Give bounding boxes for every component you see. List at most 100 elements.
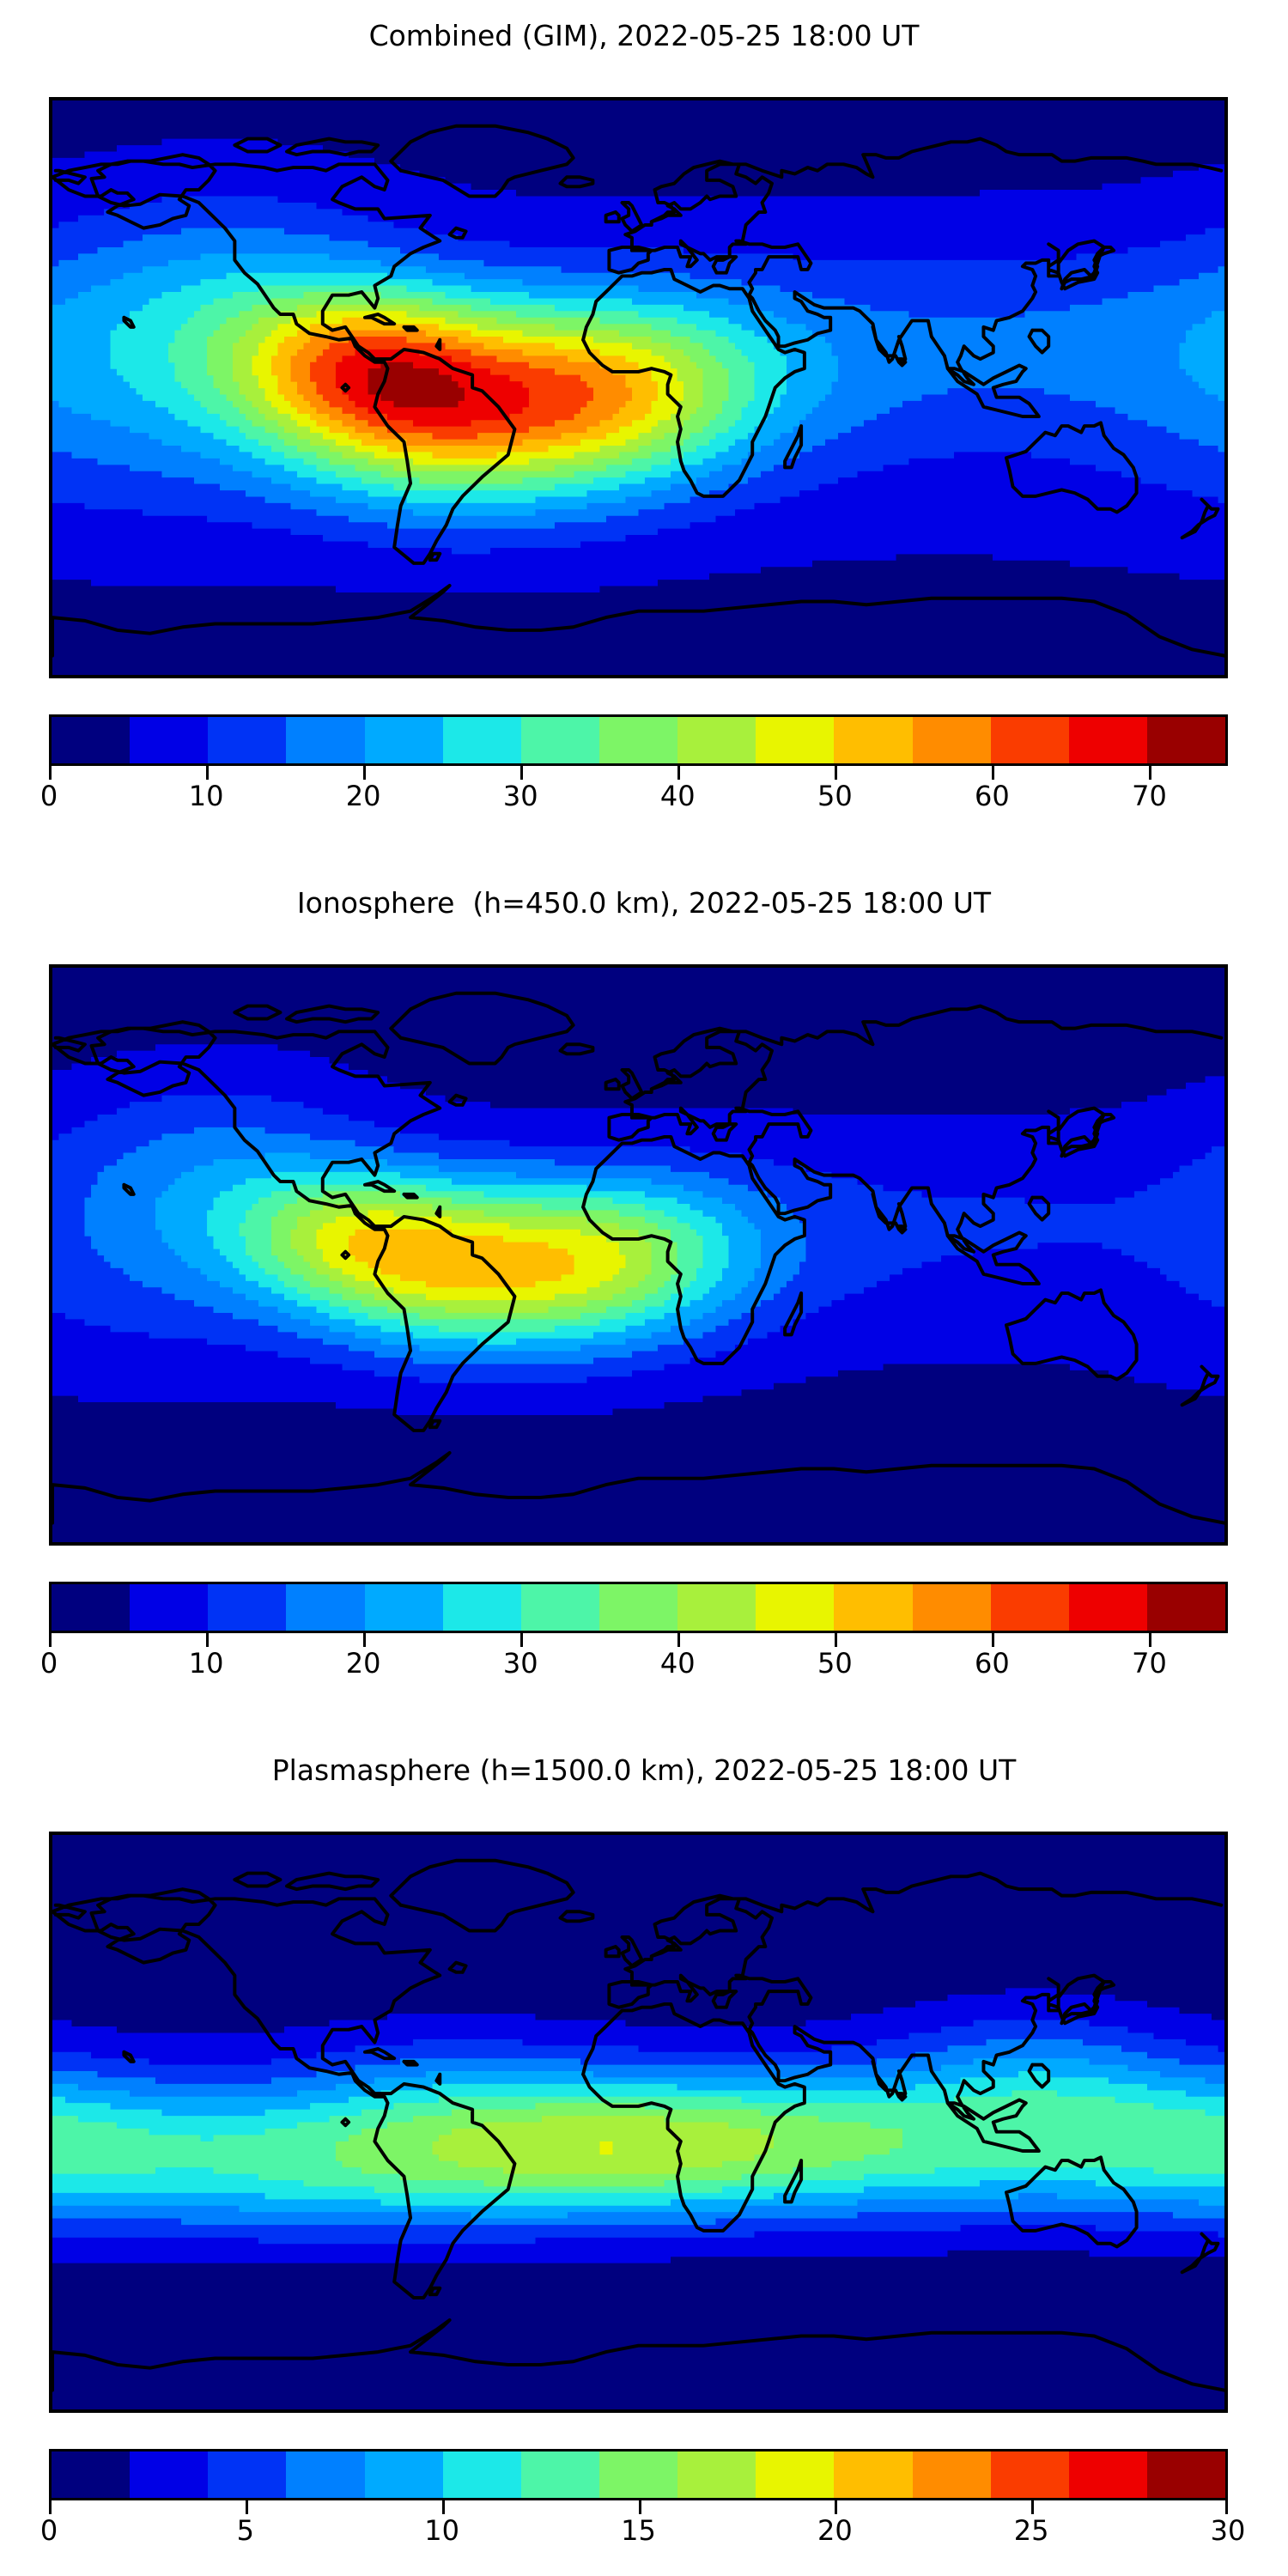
colorbar-swatch — [286, 717, 365, 763]
colorbar-swatch — [208, 1584, 287, 1631]
panel-title-plasmasphere: Plasmasphere (h=1500.0 km), 2022-05-25 1… — [271, 1753, 1017, 1787]
colorbar-ticks-plasmasphere — [49, 2500, 1228, 2514]
colorbar-swatch — [130, 717, 209, 763]
colorbar-tick — [520, 1633, 524, 1647]
colorbar-swatch — [1068, 1584, 1147, 1631]
colorbar-swatch — [286, 1584, 365, 1631]
colorbar-tick — [677, 1633, 681, 1647]
colorbar-tick-label: 0 — [39, 2514, 58, 2547]
panel-title-combined: Combined (GIM), 2022-05-25 18:00 UT — [368, 19, 920, 52]
colorbar-tick-label: 40 — [659, 780, 696, 812]
map-svg-plasmasphere — [52, 1835, 1224, 2409]
colorbar-swatch — [130, 2451, 209, 2498]
colorbar-tick — [1149, 1633, 1152, 1647]
coastline-path — [52, 1858, 1224, 2392]
colorbar-swatches-combined — [49, 714, 1228, 766]
colorbar-swatch — [834, 1584, 913, 1631]
colorbar-swatch — [1146, 1584, 1226, 1631]
colorbar-tick-label: 70 — [1132, 1647, 1167, 1680]
map-combined-gim — [49, 97, 1228, 678]
field-level-9 — [599, 2141, 613, 2155]
colorbar-tick — [677, 766, 681, 780]
colorbar-tick — [835, 2500, 838, 2514]
colorbar-labels-combined: 0 10 20 30 40 50 60 70 — [40, 780, 1228, 817]
colorbar-swatch — [442, 1584, 521, 1631]
panel-combined-gim: Combined (GIM), 2022-05-25 18:00 UT 0 10 2… — [0, 0, 1288, 867]
colorbar-tick-label: 60 — [975, 780, 1010, 812]
colorbar-swatch — [52, 2451, 131, 2498]
colorbar-tick — [206, 766, 210, 780]
colorbar-tick-label: 10 — [188, 780, 224, 812]
panel-plasmasphere: Plasmasphere (h=1500.0 km), 2022-05-25 1… — [0, 1735, 1288, 2576]
colorbar-swatch — [1068, 717, 1147, 763]
colorbar-swatch — [598, 1584, 678, 1631]
map-svg-ionosphere — [52, 968, 1224, 1542]
coastline-path — [52, 991, 1224, 1525]
field-level-14 — [368, 361, 465, 408]
colorbar-tick-label: 30 — [502, 1647, 538, 1680]
colorbar-swatch — [1146, 2451, 1226, 2498]
colorbar-tick — [206, 1633, 210, 1647]
colorbar-tick — [1149, 766, 1152, 780]
colorbar-swatch — [990, 2451, 1069, 2498]
map-plasmasphere — [49, 1832, 1228, 2413]
colorbar-swatch — [990, 717, 1069, 763]
colorbar-swatch — [520, 2451, 599, 2498]
colorbar-tick-label: 50 — [817, 1647, 853, 1680]
colorbar-tick-label: 20 — [345, 1647, 381, 1680]
colorbar-swatch — [677, 1584, 756, 1631]
colorbar-swatch — [756, 1584, 835, 1631]
colorbar-tick-label: 30 — [1210, 2514, 1246, 2547]
colorbar-swatch — [598, 717, 678, 763]
colorbar-tick — [49, 1633, 52, 1647]
colorbar-tick-label: 40 — [659, 1647, 696, 1680]
colorbar-tick — [835, 1633, 838, 1647]
colorbar-swatch — [208, 717, 287, 763]
colorbar-swatch — [364, 1584, 443, 1631]
colorbar-tick — [363, 766, 367, 780]
coastlines — [52, 124, 1224, 658]
colorbar-swatch — [208, 2451, 287, 2498]
colorbar-tick — [520, 766, 524, 780]
colorbar-tick-label: 25 — [1013, 2514, 1049, 2547]
colorbar-swatch — [442, 2451, 521, 2498]
colorbar-swatches-ionosphere — [49, 1582, 1228, 1633]
colorbar-tick-label: 50 — [817, 780, 853, 812]
colorbar-swatch — [990, 1584, 1069, 1631]
colorbar-tick — [49, 766, 52, 780]
colorbar-tick-label: 5 — [236, 2514, 255, 2547]
colorbar-combined: 0 10 20 30 40 50 60 70 — [40, 714, 1228, 817]
colorbar-tick — [638, 2500, 641, 2514]
colorbar-ticks-ionosphere — [49, 1633, 1228, 1647]
colorbar-swatch — [834, 717, 913, 763]
colorbar-labels-plasmasphere: 0 5 10 15 20 25 30 — [40, 2514, 1246, 2552]
colorbar-swatch — [286, 2451, 365, 2498]
colorbar-tick-label: 60 — [975, 1647, 1010, 1680]
colorbar-swatch — [130, 1584, 209, 1631]
coastlines — [52, 991, 1224, 1525]
colorbar-tick — [49, 2500, 52, 2514]
colorbar-tick — [1031, 2500, 1035, 2514]
colorbar-swatch — [834, 2451, 913, 2498]
colorbar-tick-label: 0 — [39, 780, 58, 812]
colorbar-tick — [245, 2500, 248, 2514]
colorbar-swatch — [677, 717, 756, 763]
map-svg-combined — [52, 100, 1224, 675]
colorbar-swatch — [598, 2451, 678, 2498]
colorbar-swatch — [442, 717, 521, 763]
colorbar-plasmasphere: 0 5 10 15 20 25 30 — [40, 2449, 1246, 2552]
colorbar-tick — [992, 766, 995, 780]
colorbar-swatch — [912, 717, 991, 763]
colorbar-tick — [441, 2500, 445, 2514]
colorbar-swatch — [912, 1584, 991, 1631]
colorbar-swatch — [520, 1584, 599, 1631]
colorbar-swatch — [364, 717, 443, 763]
colorbar-swatch — [1068, 2451, 1147, 2498]
colorbar-tick-label: 0 — [39, 1647, 58, 1680]
colorbar-tick-label: 10 — [424, 2514, 460, 2547]
colorbar-labels-ionosphere: 0 10 20 30 40 50 60 70 — [40, 1647, 1228, 1685]
colorbar-swatch — [756, 2451, 835, 2498]
colorbar-swatches-plasmasphere — [49, 2449, 1228, 2500]
colorbar-swatch — [364, 2451, 443, 2498]
colorbar-swatch — [756, 717, 835, 763]
